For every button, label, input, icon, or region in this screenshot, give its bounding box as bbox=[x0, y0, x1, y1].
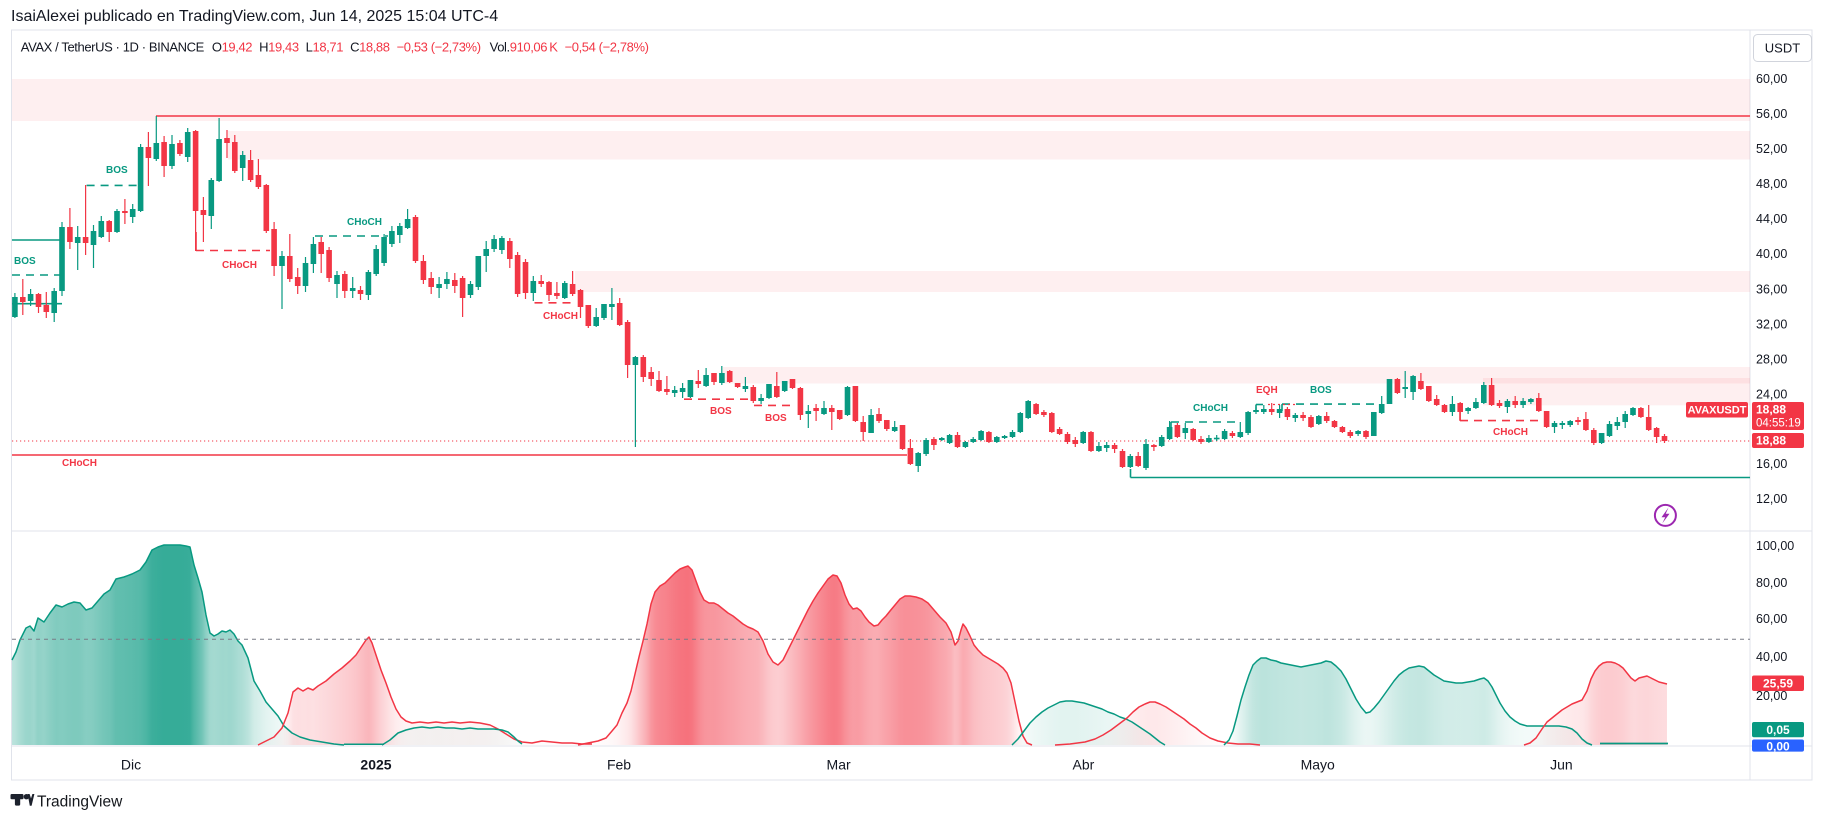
svg-text:44,00: 44,00 bbox=[1756, 212, 1787, 226]
svg-text:BOS: BOS bbox=[14, 256, 36, 267]
svg-text:Dic: Dic bbox=[121, 757, 141, 773]
svg-text:18,88: 18,88 bbox=[1756, 434, 1786, 448]
svg-text:BOS: BOS bbox=[710, 406, 732, 417]
svg-text:100,00: 100,00 bbox=[1756, 539, 1794, 553]
svg-text:25,59: 25,59 bbox=[1763, 677, 1793, 691]
svg-text:40,00: 40,00 bbox=[1756, 650, 1787, 664]
svg-text:IsaiAlexei publicado en Tradin: IsaiAlexei publicado en TradingView.com,… bbox=[11, 8, 498, 25]
svg-text:CHoCH: CHoCH bbox=[1193, 403, 1228, 414]
svg-text:52,00: 52,00 bbox=[1756, 142, 1787, 156]
svg-text:Abr: Abr bbox=[1073, 757, 1095, 773]
svg-text:48,00: 48,00 bbox=[1756, 177, 1787, 191]
svg-text:Mayo: Mayo bbox=[1301, 757, 1335, 773]
svg-text:AVAXUSDT: AVAXUSDT bbox=[1688, 405, 1747, 417]
svg-text:18,88: 18,88 bbox=[1756, 403, 1786, 417]
svg-text:CHoCH: CHoCH bbox=[62, 458, 97, 469]
svg-text:2025: 2025 bbox=[360, 757, 391, 773]
svg-text:BOS: BOS bbox=[1310, 385, 1332, 396]
svg-text:24,00: 24,00 bbox=[1756, 388, 1787, 402]
svg-text:AVAX / TetherUS · 1D · BINANCE: AVAX / TetherUS · 1D · BINANCE O19,42 H19,… bbox=[21, 40, 649, 55]
svg-text:12,00: 12,00 bbox=[1756, 492, 1787, 506]
svg-text:28,00: 28,00 bbox=[1756, 353, 1787, 367]
svg-text:60,00: 60,00 bbox=[1756, 612, 1787, 626]
svg-text:56,00: 56,00 bbox=[1756, 107, 1787, 121]
svg-text:0,05: 0,05 bbox=[1766, 723, 1790, 737]
svg-text:CHoCH: CHoCH bbox=[1493, 427, 1528, 438]
svg-text:32,00: 32,00 bbox=[1756, 318, 1787, 332]
svg-text:36,00: 36,00 bbox=[1756, 283, 1787, 297]
svg-text:BOS: BOS bbox=[765, 413, 787, 424]
svg-text:04:55:19: 04:55:19 bbox=[1756, 418, 1801, 430]
svg-text:CHoCH: CHoCH bbox=[222, 260, 257, 271]
svg-text:CHoCH: CHoCH bbox=[347, 217, 382, 228]
svg-text:40,00: 40,00 bbox=[1756, 247, 1787, 261]
svg-text:60,00: 60,00 bbox=[1756, 72, 1787, 86]
svg-text:USDT: USDT bbox=[1765, 41, 1800, 56]
svg-text:80,00: 80,00 bbox=[1756, 576, 1787, 590]
svg-text:20,00: 20,00 bbox=[1756, 689, 1787, 703]
svg-text:0,00: 0,00 bbox=[1766, 740, 1790, 754]
svg-text:CHoCH: CHoCH bbox=[543, 311, 578, 322]
svg-text:BOS: BOS bbox=[106, 165, 128, 176]
svg-text:EQH: EQH bbox=[1256, 385, 1278, 396]
svg-text:TradingView: TradingView bbox=[37, 794, 123, 811]
svg-text:16,00: 16,00 bbox=[1756, 457, 1787, 471]
svg-text:Feb: Feb bbox=[607, 757, 631, 773]
svg-text:Mar: Mar bbox=[827, 757, 851, 773]
svg-text:Jun: Jun bbox=[1550, 757, 1573, 773]
